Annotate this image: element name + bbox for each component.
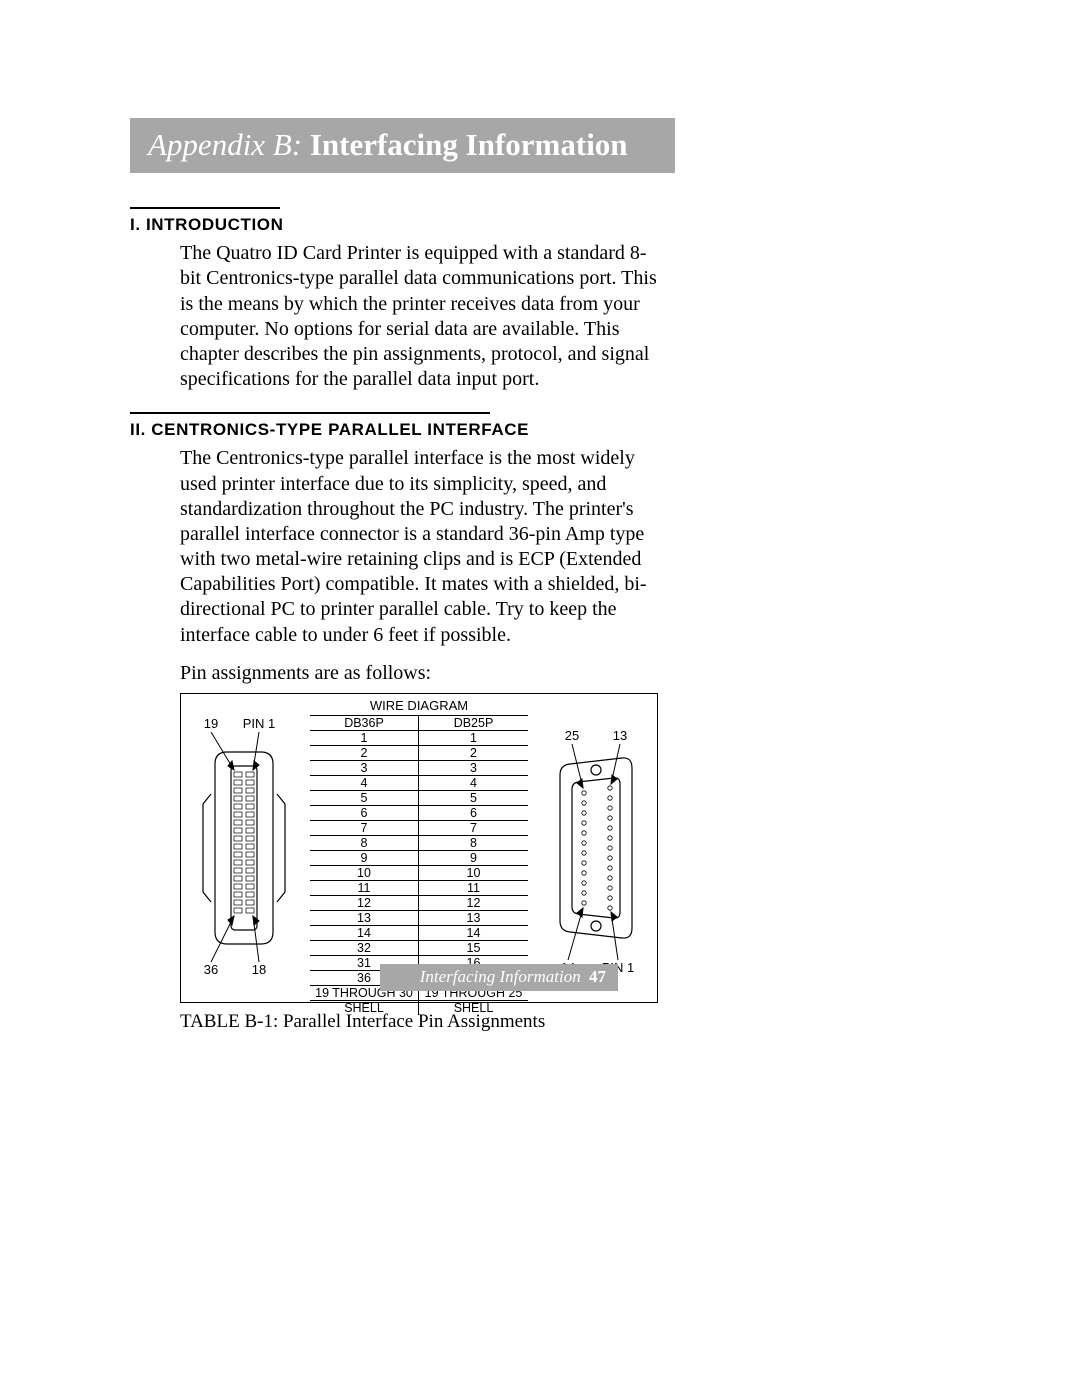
wire-cell-db25p: 7 (419, 821, 528, 835)
wire-row: 11 (310, 731, 528, 746)
wire-row: 77 (310, 821, 528, 836)
db36p-connector-icon: 19 PIN 1 36 18 (181, 694, 310, 1002)
wire-row: 22 (310, 746, 528, 761)
wire-cell-db36p: 10 (310, 866, 419, 880)
wire-cell-db25p: 12 (419, 896, 528, 910)
wire-cell-db25p: 8 (419, 836, 528, 850)
wire-diagram-title: WIRE DIAGRAM (310, 694, 528, 716)
wire-cell-db36p: 9 (310, 851, 419, 865)
section-rule (130, 412, 490, 414)
wire-row: 99 (310, 851, 528, 866)
wire-cell-db36p: 14 (310, 926, 419, 940)
db25p-connector-column: 25 13 14 PIN 1 (528, 694, 657, 1002)
title-italic: Appendix B: (148, 127, 302, 162)
wire-cell-db36p: 5 (310, 791, 419, 805)
wire-cell-db36p: 3 (310, 761, 419, 775)
label-18: 18 (252, 962, 266, 977)
wire-cell-db36p: 1 (310, 731, 419, 745)
db25p-connector-icon: 25 13 14 PIN 1 (528, 694, 657, 1002)
wire-cell-db25p: 3 (419, 761, 528, 775)
wire-cell-db25p: 5 (419, 791, 528, 805)
wire-cell-db36p: 7 (310, 821, 419, 835)
wire-cell-db36p: 4 (310, 776, 419, 790)
wire-cell-db36p: 32 (310, 941, 419, 955)
section-rule (130, 207, 280, 209)
wire-row: 1313 (310, 911, 528, 926)
wire-cell-db25p: 11 (419, 881, 528, 895)
section-body-intro: The Quatro ID Card Printer is equipped w… (180, 241, 660, 392)
wire-cell-db36p: 11 (310, 881, 419, 895)
table-caption: TABLE B-1: Parallel Interface Pin Assign… (180, 1011, 658, 1033)
wire-row: 3215 (310, 941, 528, 956)
wire-cell-db25p: 9 (419, 851, 528, 865)
wire-row: 1212 (310, 896, 528, 911)
label-pin1: PIN 1 (243, 716, 276, 731)
label-25: 25 (565, 728, 579, 743)
wire-cell-db25p: 6 (419, 806, 528, 820)
wire-row: 88 (310, 836, 528, 851)
wire-cell-db25p: 13 (419, 911, 528, 925)
wire-table-column: WIRE DIAGRAM DB36P DB25P 112233445566778… (310, 694, 528, 1002)
footer-page-number: 47 (589, 967, 606, 986)
wire-diagram: 19 PIN 1 36 18 (180, 693, 658, 1003)
label-13: 13 (613, 728, 627, 743)
section-heading-centronics: II. CENTRONICS-TYPE PARALLEL INTERFACE (130, 420, 950, 440)
wire-cell-db25p: 14 (419, 926, 528, 940)
label-19: 19 (204, 716, 218, 731)
wire-cell-db36p: 6 (310, 806, 419, 820)
wire-row: 44 (310, 776, 528, 791)
wire-cell-db36p: 13 (310, 911, 419, 925)
page-footer-bar: Interfacing Information 47 (380, 964, 618, 991)
wire-header-right: DB25P (419, 716, 528, 730)
wire-cell-db36p: 2 (310, 746, 419, 760)
wire-row: 33 (310, 761, 528, 776)
appendix-title-bar: Appendix B: Interfacing Information (130, 118, 675, 173)
page: Appendix B: Interfacing Information I. I… (0, 0, 1080, 1397)
title-regular: Interfacing Information (310, 127, 628, 162)
wire-row: 1010 (310, 866, 528, 881)
wire-cell-db25p: 1 (419, 731, 528, 745)
wire-row: 1111 (310, 881, 528, 896)
wire-cell-db25p: 2 (419, 746, 528, 760)
wire-cell-db25p: 10 (419, 866, 528, 880)
wire-cell-db36p: 12 (310, 896, 419, 910)
label-36: 36 (204, 962, 218, 977)
wire-header-left: DB36P (310, 716, 419, 730)
wire-header-row: DB36P DB25P (310, 716, 528, 731)
wire-cell-db25p: 4 (419, 776, 528, 790)
pin-assignments-note: Pin assignments are as follows: (180, 662, 950, 685)
footer-text: Interfacing Information (420, 967, 581, 986)
wire-row: 1414 (310, 926, 528, 941)
wire-row: 66 (310, 806, 528, 821)
section-heading-intro: I. INTRODUCTION (130, 215, 950, 235)
db36p-connector-column: 19 PIN 1 36 18 (181, 694, 310, 1002)
wire-cell-db36p: 8 (310, 836, 419, 850)
section-body-centronics: The Centronics-type parallel interface i… (180, 446, 660, 648)
wire-row: 55 (310, 791, 528, 806)
wire-cell-db25p: 15 (419, 941, 528, 955)
